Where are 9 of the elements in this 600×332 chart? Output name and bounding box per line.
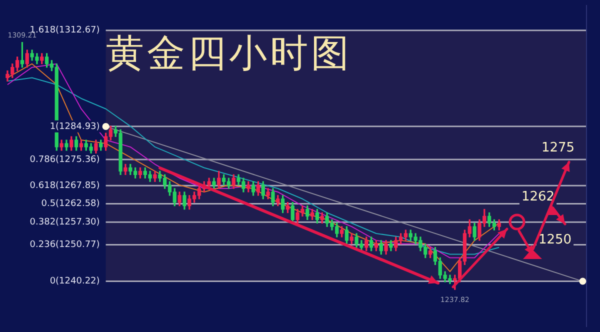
ref-line-label: 0.236(1250.77) (30, 240, 100, 250)
ref-line-label: 0.786(1275.36) (30, 154, 100, 165)
ref-line-label: 1(1284.93) (50, 122, 100, 132)
annotation: 1275 (541, 140, 575, 156)
ref-line-label: 0.382(1257.30) (30, 217, 100, 228)
ref-line-label: 0(1240.22) (50, 276, 100, 287)
ref-line-label: 0.5(1262.58) (41, 199, 100, 210)
ref-line-label: 0.618(1267.85) (30, 180, 100, 191)
text: 黄金四小时图 (106, 31, 352, 75)
